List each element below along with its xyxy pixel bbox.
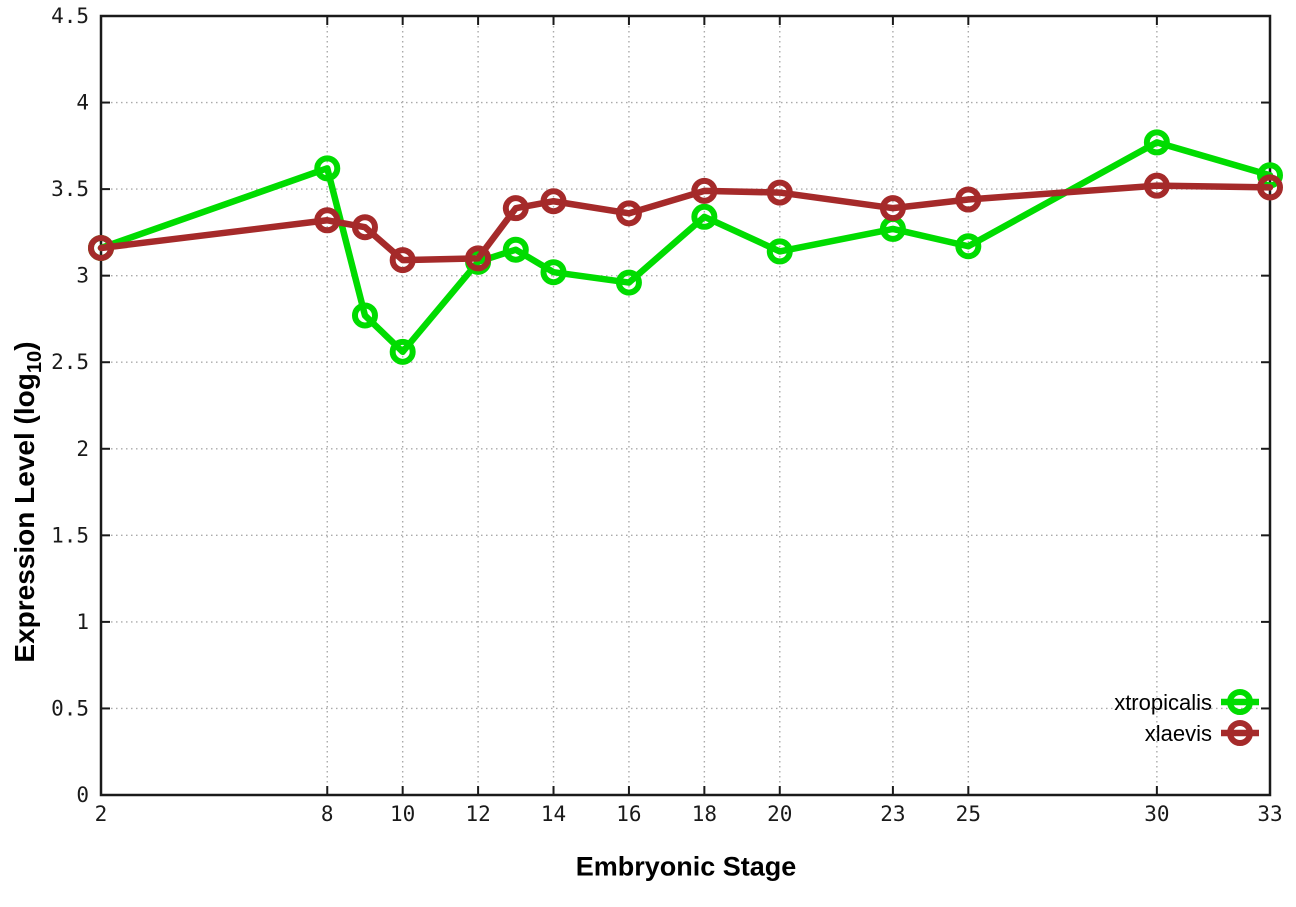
series-point-xtropicalis xyxy=(314,155,341,182)
plot-border xyxy=(99,14,1272,797)
x-tick-label: 8 xyxy=(321,802,334,826)
series-point-xlaevis xyxy=(1257,174,1283,201)
y-tick-label: 2 xyxy=(76,437,89,461)
y-axis-title: Expression Level (log10) xyxy=(9,341,47,662)
y-tick-label: 3.5 xyxy=(51,177,89,201)
series-point-xlaevis xyxy=(314,207,341,234)
y-tick-label: 3 xyxy=(76,264,89,288)
series-point-xlaevis xyxy=(351,214,378,241)
x-tick-label: 12 xyxy=(465,802,490,826)
series-point-xlaevis xyxy=(615,200,642,227)
x-axis-title: Embryonic Stage xyxy=(575,851,797,882)
series-point-xtropicalis xyxy=(502,236,529,263)
series-point-xtropicalis xyxy=(1143,129,1170,156)
y-tick-label: 0 xyxy=(76,783,89,807)
x-tick-label: 10 xyxy=(390,802,415,826)
series-point-xtropicalis xyxy=(351,302,378,329)
legend-label-xtropicalis: xtropicalis xyxy=(1114,690,1212,715)
series-point-xtropicalis xyxy=(955,233,982,260)
series-point-xlaevis xyxy=(465,245,492,272)
series-point-xlaevis xyxy=(540,188,567,215)
y-tick-label: 4 xyxy=(76,91,89,115)
series-point-xlaevis xyxy=(1143,172,1170,199)
legend-sample-marker-xtropicalis xyxy=(1227,689,1253,715)
series-point-xlaevis xyxy=(766,179,793,206)
y-axis-title-subscript: 10 xyxy=(23,350,46,374)
x-tick-label: 33 xyxy=(1257,802,1282,826)
y-tick-label: 2.5 xyxy=(51,350,89,374)
series-line-xtropicalis xyxy=(97,139,1274,356)
x-tick-label: 18 xyxy=(692,802,717,826)
y-tick-label: 0.5 xyxy=(51,696,89,720)
series-point-xlaevis xyxy=(502,195,529,222)
y-axis-title-close: ) xyxy=(9,341,41,351)
series-point-xtropicalis xyxy=(389,338,416,365)
series-point-xlaevis xyxy=(691,177,718,204)
y-tick-label: 1 xyxy=(76,610,89,634)
x-tick-label: 23 xyxy=(880,802,905,826)
x-tick-label: 14 xyxy=(541,802,566,826)
y-axis-title-text: Expression Level (log xyxy=(9,373,41,663)
legend-sample-marker-xlaevis xyxy=(1227,720,1253,746)
series-line-xlaevis xyxy=(97,182,1274,264)
x-tick-label: 25 xyxy=(956,802,981,826)
y-tick-label: 4.5 xyxy=(51,4,89,28)
x-tick-label: 30 xyxy=(1144,802,1169,826)
series-point-xtropicalis xyxy=(540,259,567,286)
series-point-xtropicalis xyxy=(691,203,718,230)
series-point-xlaevis xyxy=(88,234,114,261)
series-point-xtropicalis xyxy=(615,269,642,296)
series-point-xlaevis xyxy=(955,186,982,213)
x-tick-label: 16 xyxy=(616,802,641,826)
series-point-xtropicalis xyxy=(766,238,793,265)
series-point-xlaevis xyxy=(879,195,906,222)
x-tick-label: 2 xyxy=(95,802,108,826)
series-point-xlaevis xyxy=(389,247,416,274)
y-tick-label: 1.5 xyxy=(51,523,89,547)
legend-label-xlaevis: xlaevis xyxy=(1145,721,1212,746)
x-tick-label: 20 xyxy=(767,802,792,826)
